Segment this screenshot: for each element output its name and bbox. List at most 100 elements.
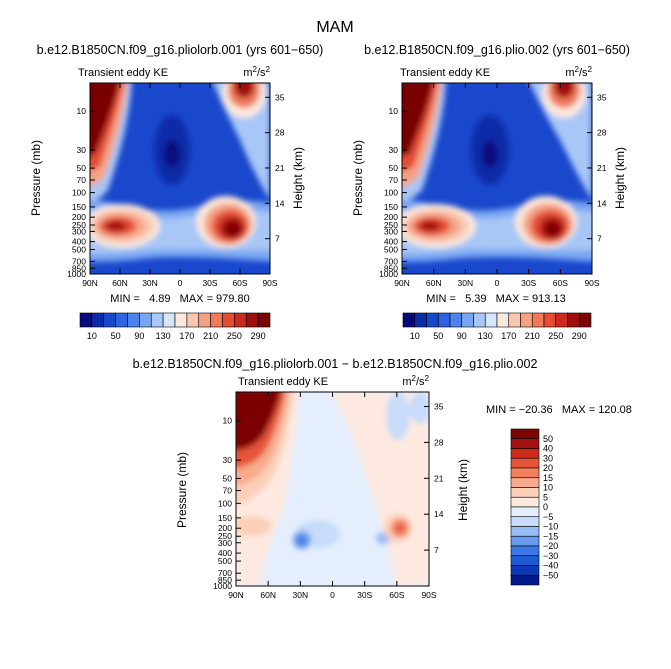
colorbar-swatch: [543, 312, 557, 328]
x-tick-label: 60S: [553, 278, 568, 288]
colorbar-label: 290: [251, 331, 266, 341]
colorbar-label: 130: [478, 331, 493, 341]
colorbar-swatch: [437, 312, 451, 328]
colorbar-swatch: [510, 526, 540, 537]
x-tick-label: 90N: [394, 278, 410, 288]
colorbar-swatch: [510, 477, 540, 488]
panel-2-ylabel: Pressure (mb): [351, 140, 365, 216]
y-tick-label: 200: [384, 212, 398, 222]
panel-3-ylabel-right: Height (km): [456, 459, 470, 521]
panel-3: b.e12.B1850CN.f09_g16.pliolorb.001 − b.e…: [133, 357, 632, 600]
y-tick-label: 150: [72, 202, 86, 212]
y-tick-label: 10: [77, 106, 87, 116]
y-tick-right-label: 14: [434, 509, 444, 519]
y-tick-label: 250: [218, 531, 232, 541]
x-tick-label: 0: [495, 278, 500, 288]
colorbar-label: −20: [543, 541, 558, 551]
panel-1-ylabel-right: Height (km): [291, 147, 305, 209]
panel-1-units: m2/s2: [243, 65, 270, 79]
y-tick-right-label: 21: [434, 473, 444, 483]
x-tick-label: 30S: [357, 590, 372, 600]
y-tick-label: 250: [384, 220, 398, 230]
figure-title: MAM: [316, 19, 353, 36]
colorbar-swatch: [531, 312, 545, 328]
colorbar-label: 250: [227, 331, 242, 341]
y-tick-label: 10: [389, 106, 399, 116]
colorbar-swatch: [150, 312, 164, 328]
y-tick-label: 1000: [379, 269, 398, 279]
x-tick-label: 30N: [293, 590, 309, 600]
colorbar-swatch: [257, 312, 271, 328]
colorbar-swatch: [245, 312, 259, 328]
colorbar-swatch: [402, 312, 416, 328]
y-tick-right-label: 35: [434, 401, 444, 411]
x-tick-label: 60N: [426, 278, 442, 288]
colorbar-swatch: [449, 312, 463, 328]
colorbar-swatch: [578, 312, 592, 328]
y-tick-label: 10: [223, 416, 233, 426]
panel-2-contours: [402, 83, 592, 274]
colorbar-label: 30: [543, 453, 553, 463]
y-tick-label: 400: [384, 237, 398, 247]
colorbar-swatch: [510, 535, 540, 547]
colorbar-label: 170: [179, 331, 194, 341]
colorbar-swatch: [510, 457, 540, 469]
x-tick-label: 30S: [202, 278, 217, 288]
y-tick-label: 500: [384, 244, 398, 254]
colorbar-swatch: [510, 574, 540, 586]
y-tick-right-label: 7: [434, 545, 439, 555]
y-tick-label: 700: [72, 256, 86, 266]
y-tick-right-label: 7: [275, 234, 280, 244]
y-tick-label: 700: [218, 568, 232, 578]
colorbar-swatch: [426, 312, 439, 328]
y-tick-label: 150: [218, 513, 232, 523]
colorbar-label: 90: [457, 331, 467, 341]
y-tick-label: 70: [77, 175, 87, 185]
colorbar-label: 50: [433, 331, 443, 341]
y-tick-label: 1000: [67, 269, 86, 279]
y-tick-label: 850: [72, 263, 86, 273]
colorbar-swatch: [162, 312, 176, 328]
x-tick-label: 30N: [458, 278, 474, 288]
y-tick-label: 300: [218, 538, 232, 548]
x-tick-label: 30N: [142, 278, 158, 288]
x-tick-label: 0: [178, 278, 183, 288]
colorbar-swatch: [198, 312, 211, 328]
panel-1: b.e12.B1850CN.f09_g16.pliolorb.001 (yrs …: [29, 43, 323, 341]
colorbar-swatch: [79, 312, 93, 328]
y-tick-label: 100: [218, 498, 232, 508]
y-tick-label: 500: [72, 244, 86, 254]
colorbar-label: −40: [543, 561, 558, 571]
panel-2-subtitle: Transient eddy KE: [400, 67, 490, 79]
x-tick-label: 60S: [232, 278, 247, 288]
panel-1-colorbar: 10 50 90 130 170 210 250 290: [79, 312, 271, 341]
panel-3-stats: MIN = −20.36 MAX = 120.08: [486, 404, 632, 416]
colorbar-label: 0: [543, 502, 548, 512]
x-tick-label: 30S: [521, 278, 536, 288]
x-tick-label: 90S: [584, 278, 599, 288]
colorbar-swatch: [510, 555, 540, 566]
x-tick-label: 90N: [228, 590, 244, 600]
colorbar-swatch: [127, 312, 140, 328]
y-tick-label: 70: [389, 175, 399, 185]
colorbar-label: 290: [572, 331, 587, 341]
panel-1-ylabel: Pressure (mb): [29, 140, 43, 216]
colorbar-label: 250: [548, 331, 563, 341]
colorbar-swatch: [555, 312, 568, 328]
colorbar-label: −15: [543, 531, 558, 541]
y-tick-label: 30: [77, 145, 87, 155]
colorbar-swatch: [210, 312, 223, 328]
panel-1-title: b.e12.B1850CN.f09_g16.pliolorb.001 (yrs …: [37, 43, 324, 57]
y-tick-label: 850: [218, 575, 232, 585]
y-tick-label: 500: [218, 556, 232, 566]
y-tick-label: 400: [218, 548, 232, 558]
panel-2: b.e12.B1850CN.f09_g16.plio.002 (yrs 601−…: [351, 43, 630, 341]
y-tick-right-label: 35: [275, 92, 285, 102]
y-tick-right-label: 14: [275, 198, 285, 208]
colorbar-swatch: [510, 487, 540, 498]
y-tick-label: 250: [72, 220, 86, 230]
panel-2-title: b.e12.B1850CN.f09_g16.plio.002 (yrs 601−…: [364, 43, 630, 57]
y-tick-label: 1000: [213, 581, 232, 591]
panel-3-axes: 90N 60N 30N 0 30S 60S 90S103050701001502002503…: [213, 392, 444, 600]
